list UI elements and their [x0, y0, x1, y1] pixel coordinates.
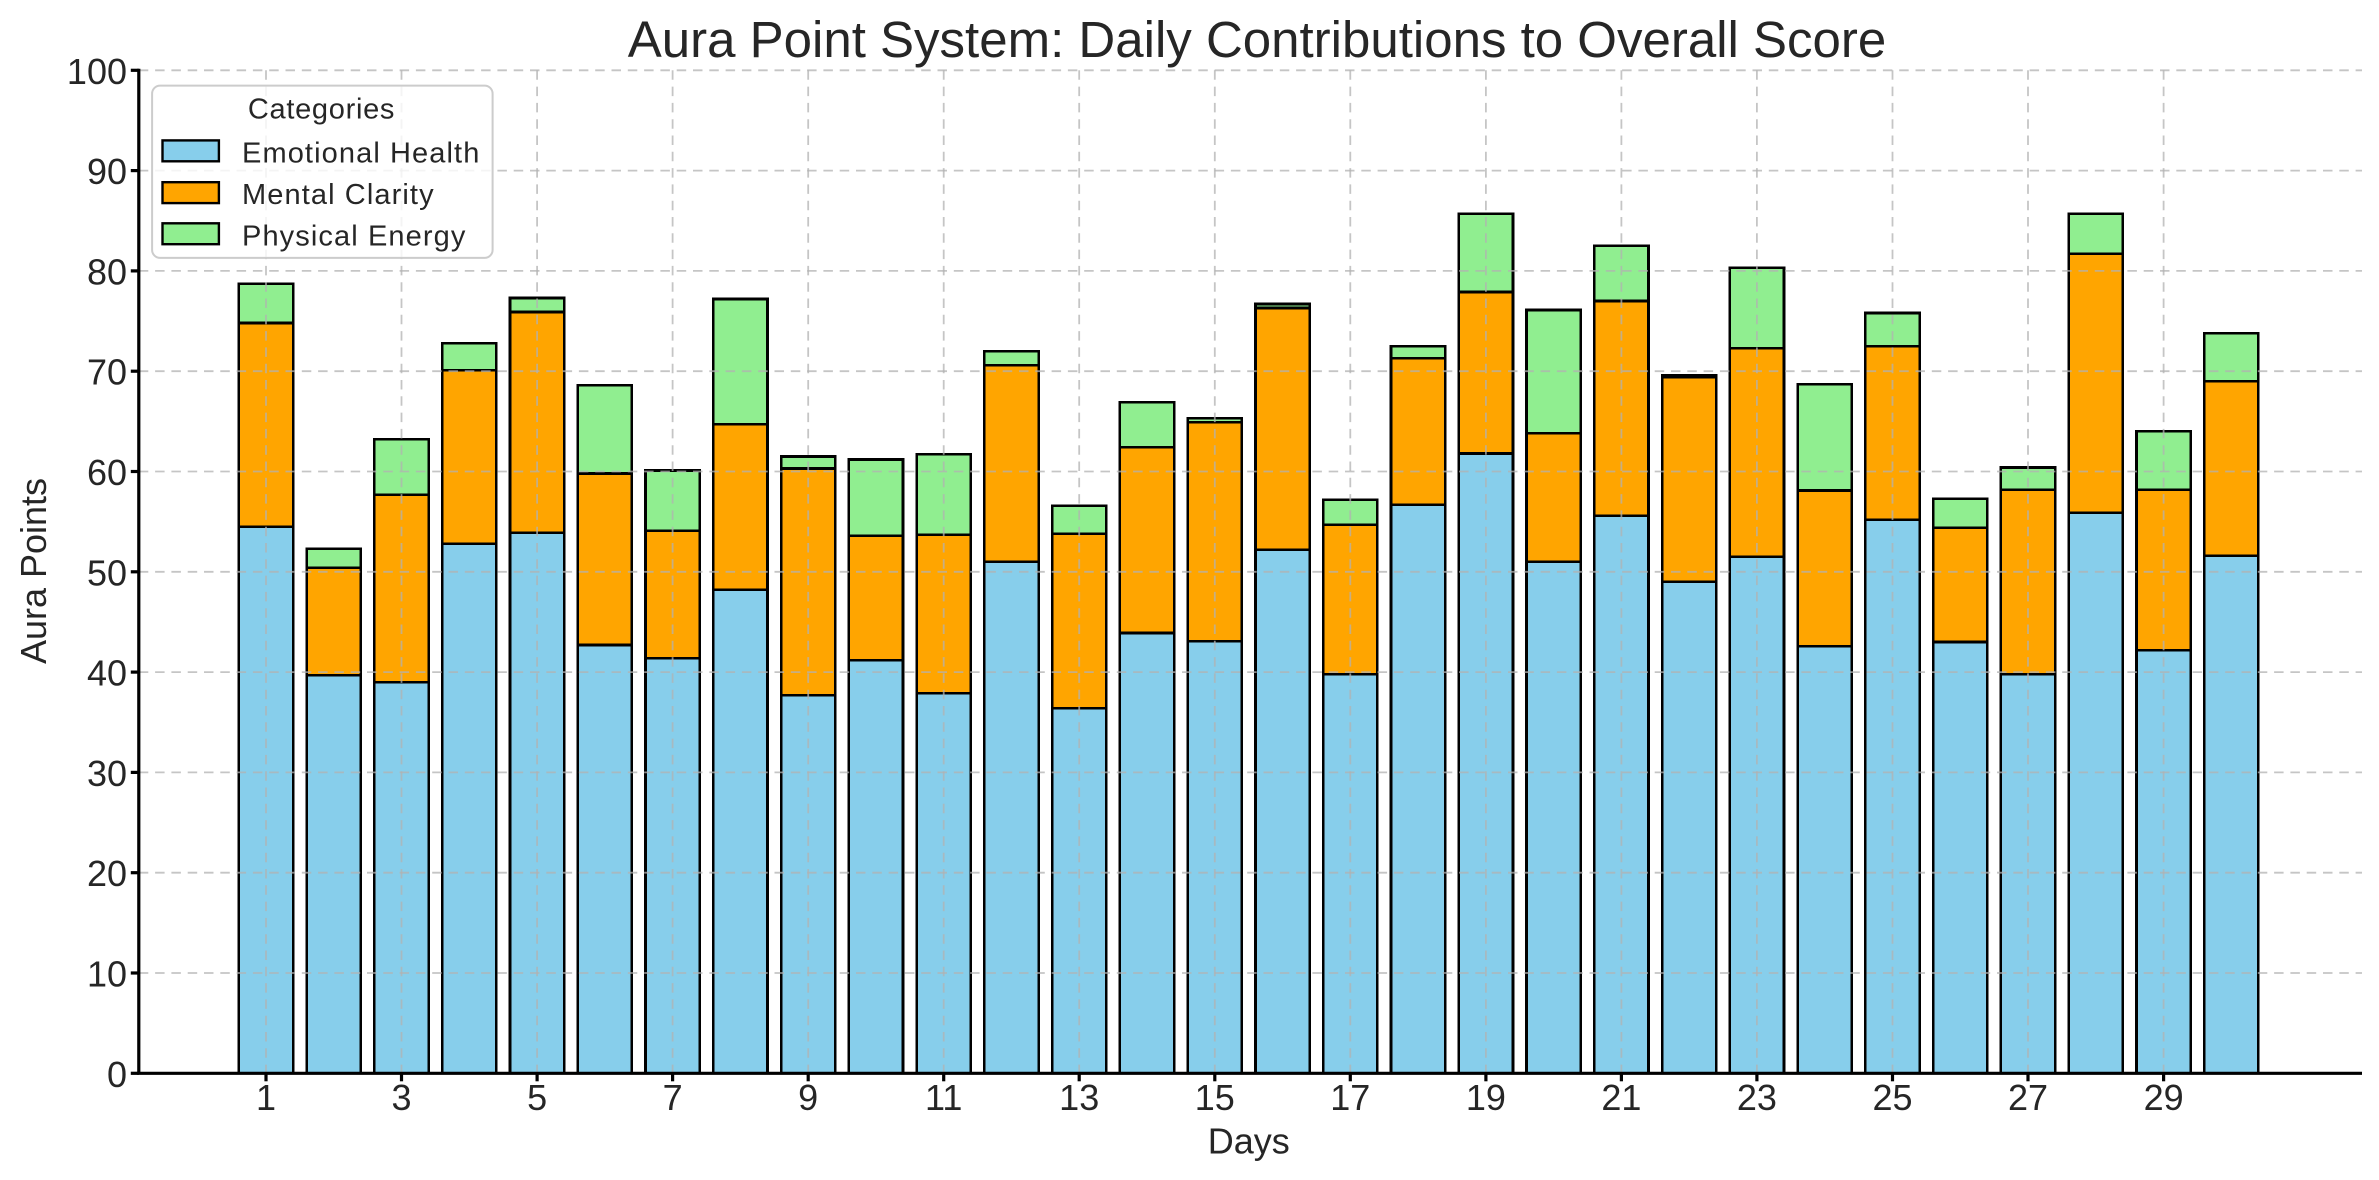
svg-text:90: 90: [87, 151, 127, 192]
svg-text:10: 10: [87, 954, 127, 995]
svg-text:Mental Clarity: Mental Clarity: [242, 179, 435, 211]
svg-text:9: 9: [798, 1077, 818, 1118]
svg-text:30: 30: [87, 753, 127, 794]
svg-text:15: 15: [1195, 1077, 1235, 1118]
svg-text:20: 20: [87, 853, 127, 894]
svg-text:21: 21: [1601, 1077, 1641, 1118]
svg-text:60: 60: [87, 452, 127, 493]
svg-text:27: 27: [2008, 1077, 2048, 1118]
svg-text:Aura Points: Aura Points: [13, 478, 54, 664]
svg-text:19: 19: [1466, 1077, 1506, 1118]
svg-text:50: 50: [87, 552, 127, 593]
svg-text:17: 17: [1330, 1077, 1370, 1118]
svg-text:Aura Point System: Daily Contr: Aura Point System: Daily Contributions t…: [628, 11, 1887, 68]
svg-text:11: 11: [925, 1077, 962, 1118]
svg-text:Emotional Health: Emotional Health: [242, 137, 480, 169]
svg-text:100: 100: [67, 51, 127, 92]
svg-text:23: 23: [1737, 1077, 1777, 1118]
svg-text:Categories: Categories: [248, 94, 395, 126]
svg-text:Days: Days: [1208, 1121, 1290, 1162]
svg-text:1: 1: [256, 1077, 276, 1118]
svg-text:80: 80: [87, 251, 127, 292]
svg-text:Physical Energy: Physical Energy: [242, 220, 466, 252]
svg-text:3: 3: [391, 1077, 411, 1118]
svg-text:13: 13: [1059, 1077, 1099, 1118]
svg-text:70: 70: [87, 352, 127, 393]
svg-text:25: 25: [1872, 1077, 1912, 1118]
svg-text:29: 29: [2144, 1077, 2184, 1118]
svg-text:7: 7: [663, 1077, 683, 1118]
svg-text:5: 5: [527, 1077, 547, 1118]
svg-text:40: 40: [87, 653, 127, 694]
svg-text:0: 0: [107, 1054, 127, 1095]
